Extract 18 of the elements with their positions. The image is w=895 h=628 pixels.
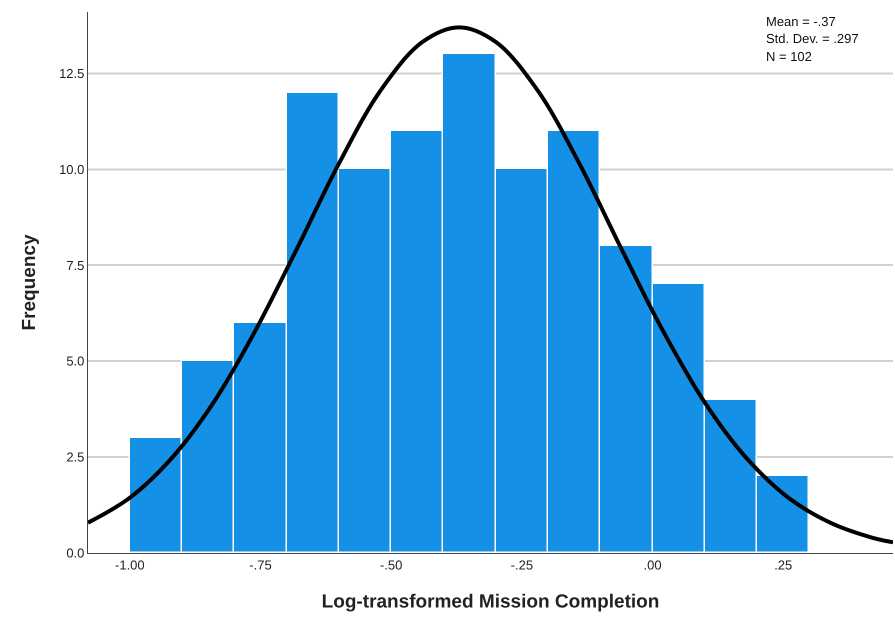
- y-tick-label: 7.5: [66, 258, 84, 273]
- x-tick-label: .25: [774, 558, 792, 573]
- y-axis-title: Frequency: [18, 234, 40, 331]
- x-tick-label: -.50: [380, 558, 402, 573]
- x-tick-label: -.25: [510, 558, 534, 573]
- y-tick-label: 10.0: [59, 162, 84, 177]
- annotation: Mean = -.37: [766, 14, 836, 29]
- y-tick-label: 5.0: [66, 354, 84, 369]
- x-axis-title: Log-transformed Mission Completion: [322, 591, 660, 612]
- annotation: N = 102: [766, 49, 812, 64]
- y-tick-label: 0.0: [66, 546, 84, 561]
- y-tick-label: 2.5: [66, 450, 84, 465]
- y-tick-label: 12.5: [59, 66, 84, 81]
- x-tick-label: .00: [644, 558, 662, 573]
- x-tick-label: -.75: [249, 558, 272, 573]
- x-tick-label: -1.00: [115, 558, 145, 573]
- line-series: [88, 25, 893, 544]
- annotation: Std. Dev. = .297: [766, 31, 859, 46]
